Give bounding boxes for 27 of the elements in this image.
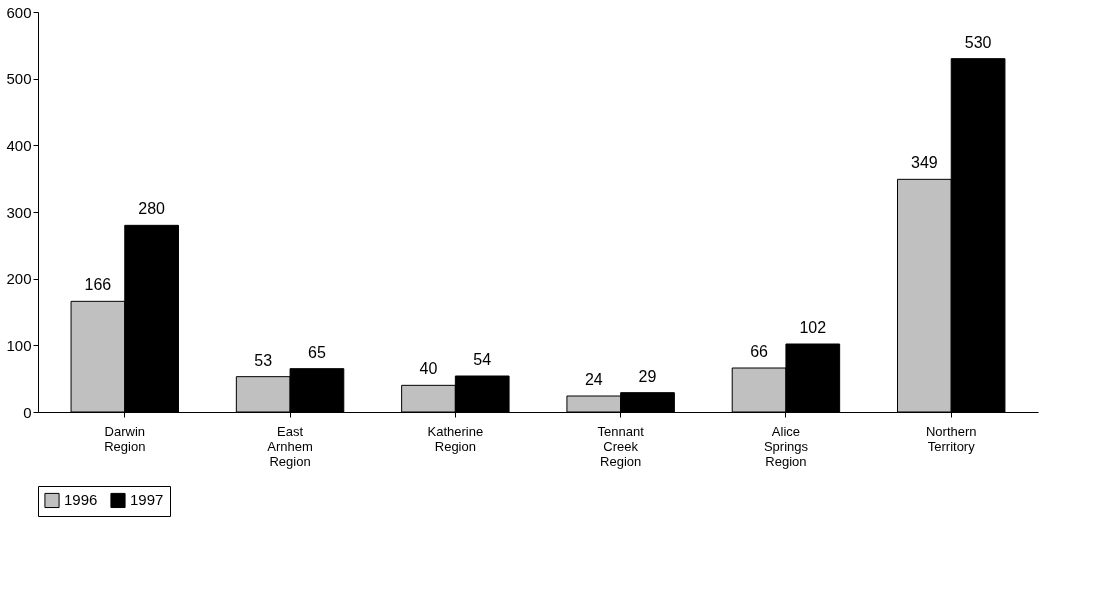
data-label: 280 [138,200,166,218]
data-label: 530 [964,33,992,51]
legend-label: 1996 [64,491,98,509]
y-tick-label: 100 [6,336,32,354]
data-label: 166 [84,276,112,294]
y-tick-label: 0 [23,403,32,421]
y-tick-label: 200 [6,270,32,288]
x-tick-label: Darwin Region [104,423,146,454]
data-label: 29 [638,367,657,385]
data-label: 24 [584,371,603,388]
x-tick-label: East Arnhem Region [267,423,313,469]
x-tick-label: Tennant Creek Region [597,423,645,469]
data-label: 53 [254,351,273,369]
data-label: 66 [750,343,769,360]
x-tick-label: Northern Territory [925,423,977,454]
x-tick-label: Katherine Region [427,423,484,454]
y-tick-label: 300 [6,203,32,221]
x-tick-label: Alice Springs Region [763,423,809,469]
data-label: 40 [419,360,438,378]
data-label: 65 [308,343,326,361]
y-tick-label: 600 [6,3,32,21]
data-label: 349 [911,154,938,172]
data-label: 102 [799,319,827,336]
y-tick-label: 500 [6,70,32,88]
legend-label: 1997 [130,491,164,509]
y-tick-label: 400 [6,136,32,154]
data-label: 54 [473,351,492,368]
